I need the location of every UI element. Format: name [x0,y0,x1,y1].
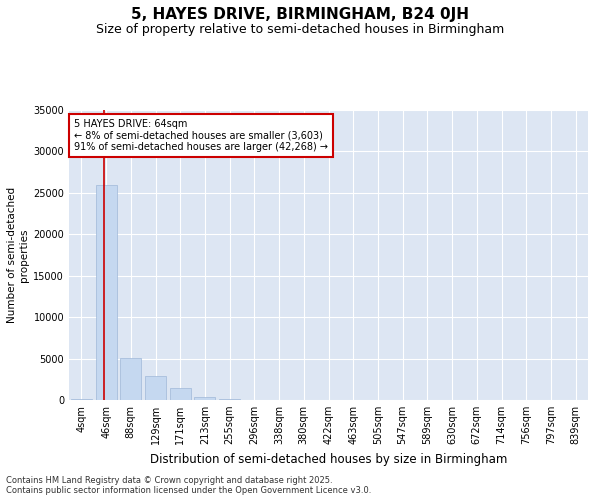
Text: 5 HAYES DRIVE: 64sqm
← 8% of semi-detached houses are smaller (3,603)
91% of sem: 5 HAYES DRIVE: 64sqm ← 8% of semi-detach… [74,118,328,152]
Bar [95,184,116,400]
Bar [170,388,191,400]
Text: Contains HM Land Registry data © Crown copyright and database right 2025.
Contai: Contains HM Land Registry data © Crown c… [6,476,371,495]
X-axis label: Distribution of semi-detached houses by size in Birmingham: Distribution of semi-detached houses by … [150,452,507,466]
Text: Size of property relative to semi-detached houses in Birmingham: Size of property relative to semi-detach… [96,22,504,36]
Bar [145,376,166,400]
Bar [194,397,215,400]
Text: 5, HAYES DRIVE, BIRMINGHAM, B24 0JH: 5, HAYES DRIVE, BIRMINGHAM, B24 0JH [131,8,469,22]
Bar [71,399,92,400]
Bar [120,358,141,400]
Y-axis label: Number of semi-detached
properties: Number of semi-detached properties [7,187,29,323]
Bar [219,399,240,400]
